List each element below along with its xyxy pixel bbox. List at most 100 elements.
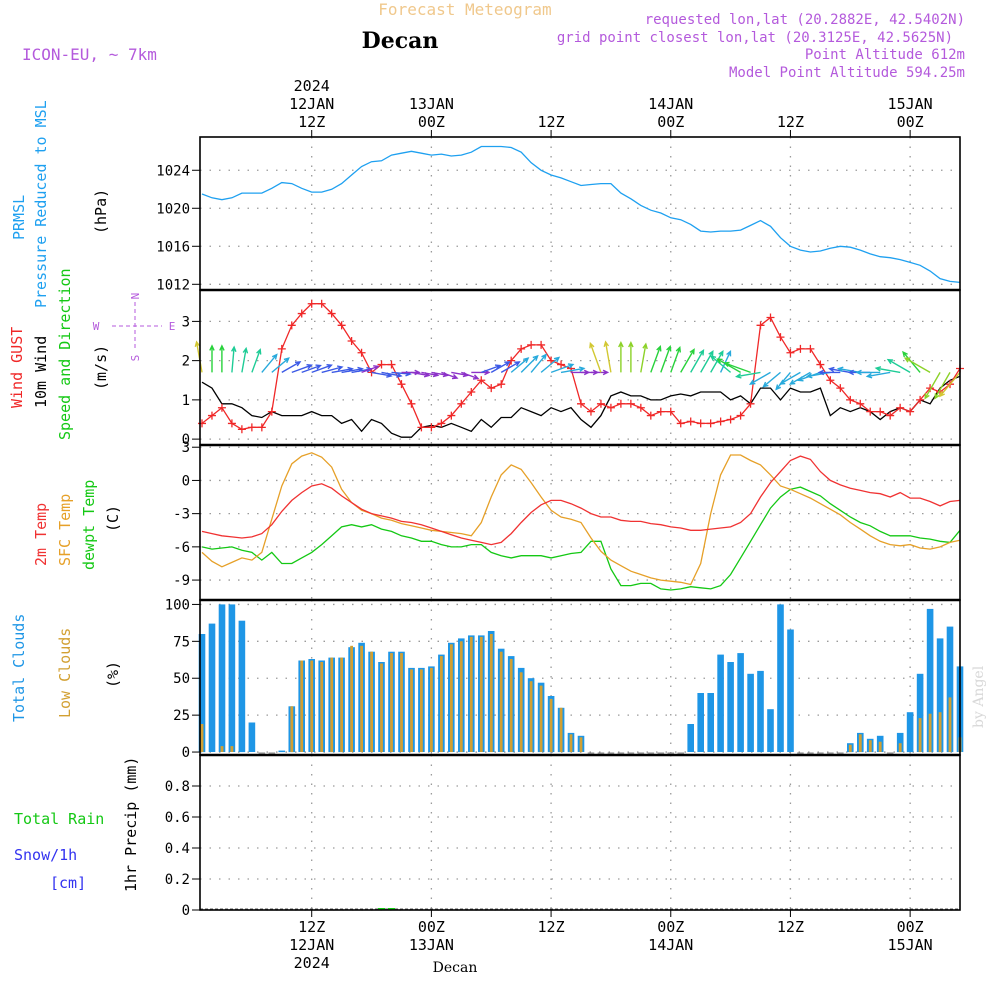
wind-ytick-label: 3 xyxy=(182,314,190,330)
low-cloud-bar xyxy=(459,641,463,752)
bottom-time-label: 12Z xyxy=(777,918,804,936)
pressure-panel-labels: PRMSL Pressure Reduced to MSL (hPa) xyxy=(10,100,110,308)
total-cloud-bar xyxy=(228,604,236,752)
wind-direction-arrow xyxy=(251,348,262,373)
low-cloud-bar xyxy=(290,706,294,753)
wind-direction-arrow xyxy=(874,366,901,374)
low-cloud-bar xyxy=(479,636,483,752)
requested-coords: requested lon,lat (20.2882E, 42.5402N) xyxy=(645,12,965,28)
wind-direction-arrow xyxy=(775,371,791,391)
low-cloud-bar xyxy=(300,660,304,752)
wind-direction-arrow xyxy=(271,357,290,373)
wind-gust-marker xyxy=(407,399,416,408)
wind-direction-arrow xyxy=(709,355,732,373)
wind-gust-marker xyxy=(856,399,865,408)
wind-direction-arrow xyxy=(530,353,548,373)
total-cloud-bar xyxy=(787,629,794,752)
product-title: Forecast Meteogram xyxy=(378,0,551,19)
top-time-label: 12Z xyxy=(777,113,804,131)
low-cloud-bar xyxy=(220,746,224,752)
wind-gust-marker xyxy=(397,380,406,389)
wind-direction-arrow xyxy=(817,369,841,376)
temperature-ytick-label: 3 xyxy=(182,440,190,456)
wind-direction-arrow xyxy=(700,350,714,373)
low-cloud-bar xyxy=(390,653,393,752)
wind-gust-marker xyxy=(437,419,446,428)
wind-gust-marker xyxy=(666,407,675,416)
wind-direction-arrow xyxy=(670,345,681,373)
svg-text:W: W xyxy=(93,320,100,333)
wind-direction-arrow xyxy=(710,349,724,373)
wind-gust-marker xyxy=(427,423,436,432)
wind-gust-marker xyxy=(247,423,256,432)
wind-direction-arrow xyxy=(281,361,302,374)
wind-direction-arrow xyxy=(381,371,403,378)
wind-direction-arrow xyxy=(490,361,511,374)
bottom-time-label: 12Z xyxy=(298,918,325,936)
low-cloud-bar xyxy=(938,712,942,753)
wind-gust-marker xyxy=(616,399,625,408)
wind-gust-marker xyxy=(357,348,366,357)
temp-2m-line xyxy=(201,455,961,546)
top-time-label: 12Z xyxy=(538,113,565,131)
wind-direction-arrow xyxy=(650,344,662,373)
axis-labels: 10121016102010240123-9-6-303025507510000… xyxy=(156,77,932,972)
wind-gust-marker xyxy=(646,411,655,420)
wind-direction-arrow xyxy=(748,371,771,385)
wind-gust-marker xyxy=(387,360,396,369)
wind-gust-marker xyxy=(696,419,705,428)
wind-direction-arrow xyxy=(591,369,610,376)
wind-gust-marker xyxy=(916,395,925,404)
low-cloud-bar xyxy=(340,657,343,753)
precip-panel-labels: Total Rain Snow/1h [cm] 1hr Precip (mm) xyxy=(14,757,140,892)
low-cloud-bar xyxy=(469,636,473,752)
wind-direction-arrow xyxy=(321,365,344,374)
total-cloud-bar xyxy=(757,670,764,753)
compass-icon: W E N S xyxy=(93,293,176,362)
wind-gust-marker xyxy=(447,411,456,420)
precip-axis-label: 1hr Precip (mm) xyxy=(122,757,140,892)
low-cloud-bar xyxy=(430,667,433,752)
panel-frames xyxy=(199,136,961,911)
wind-direction-arrow xyxy=(301,364,322,374)
bottom-time-label: 00Z xyxy=(897,918,924,936)
wind-gust-marker xyxy=(766,313,775,322)
temperature-ytick-label: -3 xyxy=(173,507,190,523)
low-cloud-bar xyxy=(948,697,952,752)
wind-gust-marker xyxy=(297,309,306,318)
clouds-ytick-label: 25 xyxy=(173,708,190,724)
total-cloud-bar xyxy=(687,724,694,752)
wind-direction-arrow xyxy=(618,341,624,373)
wind-gust-marker xyxy=(776,333,785,342)
low-cloud-bar xyxy=(868,740,872,752)
wind-gust-marker xyxy=(906,407,915,416)
wind-gust-marker xyxy=(786,348,795,357)
low-cloud-bar xyxy=(509,659,513,752)
wind-direction-arrow xyxy=(230,345,237,373)
clouds-unit-label: (%) xyxy=(104,661,122,688)
wind-gust-marker xyxy=(337,321,346,330)
top-time-label: 12JAN xyxy=(289,95,334,113)
wind-direction-arrow xyxy=(690,348,705,373)
low-cloud-bar xyxy=(559,707,563,753)
wind-direction-arrow xyxy=(865,371,891,379)
wind-direction-arrow xyxy=(939,371,961,398)
rain-label: Total Rain xyxy=(14,810,104,828)
wind-gust-marker xyxy=(497,380,506,389)
low-cloud-bar xyxy=(440,656,443,753)
wind-gust-marker xyxy=(517,344,526,353)
wind-gust-marker xyxy=(537,340,546,349)
sfc-temp-line xyxy=(201,452,961,586)
wind-ytick-label: 0 xyxy=(182,432,190,448)
clouds-ytick-label: 100 xyxy=(165,597,190,613)
svg-text:N: N xyxy=(129,293,142,300)
rain-bar xyxy=(388,908,395,910)
temp-unit-label: (C) xyxy=(104,505,122,532)
wind-direction-arrow xyxy=(762,371,781,388)
pressure-ytick-label: 1012 xyxy=(156,277,190,293)
station-title: Decan xyxy=(362,28,439,54)
bottom-time-label: 14JAN xyxy=(648,936,693,954)
low-cloud-bar xyxy=(848,744,852,753)
wind-direction-arrow xyxy=(924,372,941,400)
wind-gust-marker xyxy=(886,411,895,420)
